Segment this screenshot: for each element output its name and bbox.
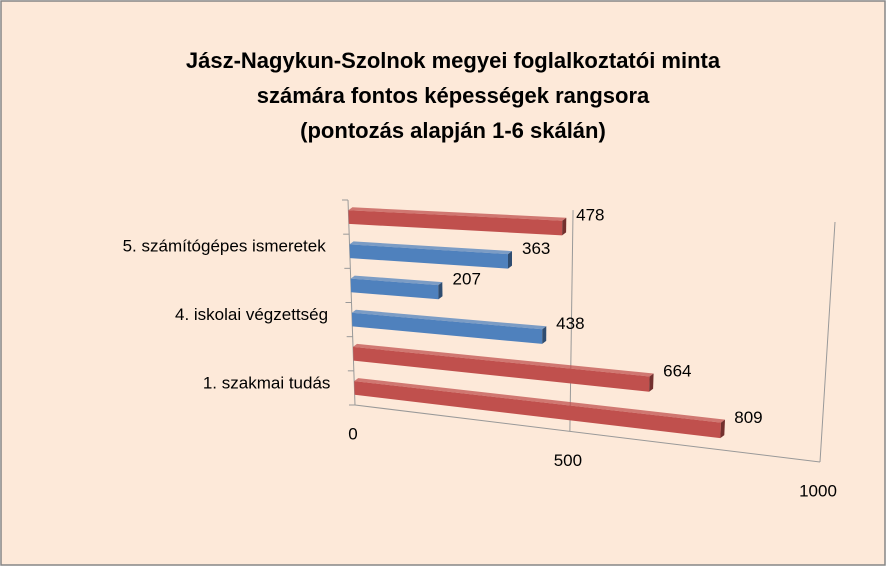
bar (354, 381, 721, 439)
y-tick-label: 4. iskolai végzettség (175, 305, 328, 324)
bar-top (350, 275, 443, 286)
bar-end (649, 373, 654, 392)
bar (351, 312, 543, 344)
floor-line (354, 404, 821, 463)
chart-title: (pontozás alapján 1-6 skálán) (300, 118, 606, 143)
bar-end (508, 251, 512, 269)
bar-end (562, 217, 567, 236)
chart-title: számára fontos képességek rangsora (257, 83, 650, 108)
value-label: 478 (576, 206, 604, 225)
grid-line (819, 221, 836, 463)
bar-top (349, 241, 512, 255)
chart-title: Jász-Nagykun-Szolnok megyei foglalkoztat… (186, 48, 721, 73)
x-tick-label: 1000 (799, 481, 837, 500)
value-label: 664 (663, 362, 691, 381)
bar (348, 210, 563, 236)
bar-end (542, 326, 547, 344)
y-tick-label: 5. számítógépes ismeretek (123, 237, 327, 256)
value-label: 207 (453, 270, 481, 289)
x-tick-label: 500 (554, 451, 582, 470)
bar-top (348, 207, 567, 221)
value-label: 438 (556, 314, 584, 333)
bar-top (353, 343, 654, 377)
bar-top (354, 378, 725, 423)
bar (350, 278, 439, 300)
bar-end (720, 419, 725, 439)
bar-end (438, 282, 443, 300)
value-label: 363 (522, 239, 550, 258)
y-tick-label: 1. szakmai tudás (203, 373, 331, 392)
bar (349, 244, 508, 269)
bar (353, 346, 650, 392)
grid-line (569, 210, 574, 432)
bar-top (351, 309, 547, 330)
value-label: 809 (734, 408, 762, 427)
x-tick-label: 0 (348, 424, 357, 443)
